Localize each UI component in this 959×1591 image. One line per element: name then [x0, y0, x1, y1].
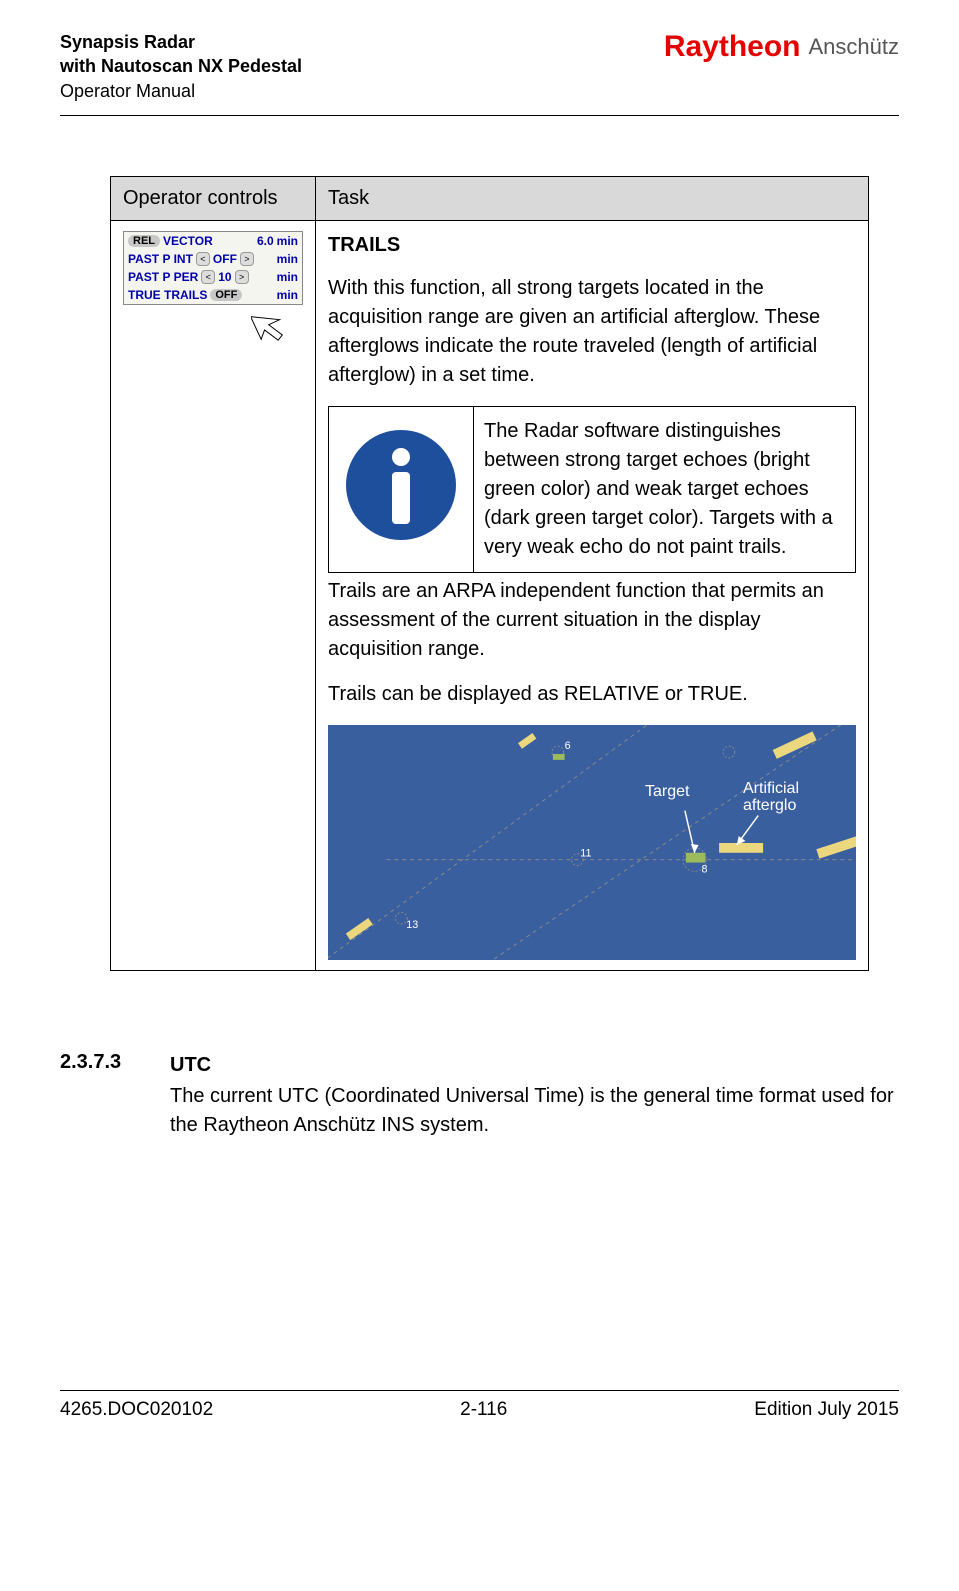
svg-text:6: 6: [565, 740, 571, 752]
task-para-2: Trails are an ARPA independent function …: [328, 577, 856, 664]
trails-unit: min: [277, 288, 298, 302]
section-body-text: The current UTC (Coordinated Universal T…: [170, 1082, 899, 1140]
vector-label: VECTOR: [163, 234, 213, 248]
header-line-1: Synapsis Radar: [60, 30, 302, 54]
section-heading: UTC: [170, 1051, 899, 1080]
section-number: 2.3.7.3: [60, 1051, 170, 1140]
right-arrow-icon[interactable]: >: [240, 252, 254, 266]
utc-section: 2.3.7.3 UTC The current UTC (Coordinated…: [60, 1051, 899, 1140]
header-divider: [60, 115, 899, 116]
pastpint-label: PAST P INT: [128, 252, 193, 266]
page-header: Synapsis Radar with Nautoscan NX Pedesta…: [60, 30, 899, 103]
col-header-task: Task: [316, 176, 869, 220]
footer-doc-id: 4265.DOC020102: [60, 1399, 213, 1421]
vector-unit: min: [277, 234, 298, 248]
note-icon-cell: [329, 406, 474, 572]
control-row-pastpint: PAST P INT < OFF > min: [124, 250, 302, 268]
task-cell: TRAILS With this function, all strong ta…: [316, 220, 869, 970]
pastpper-value: 10: [218, 270, 231, 284]
operator-controls-table: Operator controls Task REL VECTOR 6.0 mi…: [110, 176, 869, 971]
vector-value: 6.0: [257, 234, 274, 248]
svg-text:8: 8: [702, 863, 708, 875]
rel-badge: REL: [128, 235, 160, 247]
raytheon-logo: Raytheon: [664, 30, 801, 64]
note-text: The Radar software distinguishes between…: [474, 406, 856, 572]
left-arrow-icon[interactable]: <: [196, 252, 210, 266]
task-para-1: With this function, all strong targets l…: [328, 274, 856, 390]
anschutz-logo: Anschütz: [809, 34, 900, 60]
header-brand: Raytheon Anschütz: [664, 30, 899, 64]
header-line-3: Operator Manual: [60, 79, 302, 103]
cursor-icon: [251, 306, 301, 356]
trails-label: TRUE TRAILS: [128, 288, 207, 302]
pastpint-value: OFF: [213, 252, 237, 266]
note-table: The Radar software distinguishes between…: [328, 406, 856, 573]
header-line-2: with Nautoscan NX Pedestal: [60, 54, 302, 78]
exclamation-icon: [346, 430, 456, 540]
control-row-trails: TRUE TRAILS OFF min: [124, 286, 302, 304]
right-arrow-icon[interactable]: >: [235, 270, 249, 284]
diagram-label-afterglow: Artificial afterglo: [743, 780, 856, 815]
pastpper-unit: min: [277, 270, 298, 284]
control-row-vector: REL VECTOR 6.0 min: [124, 232, 302, 250]
task-heading: TRAILS: [328, 231, 856, 260]
control-panel: REL VECTOR 6.0 min PAST P INT < OFF > mi…: [123, 231, 303, 305]
pastpint-unit: min: [277, 252, 298, 266]
radar-diagram: 6 8 11 13 Target Artificial afterglo: [328, 725, 856, 960]
footer-page-num: 2-116: [460, 1399, 507, 1421]
diagram-label-target: Target: [645, 780, 689, 803]
trails-value: OFF: [210, 289, 242, 301]
pastpper-label: PAST P PER: [128, 270, 198, 284]
radar-svg: 6 8 11 13: [328, 725, 856, 960]
col-header-operator: Operator controls: [111, 176, 316, 220]
control-row-pastpper: PAST P PER < 10 > min: [124, 268, 302, 286]
svg-text:13: 13: [406, 919, 418, 931]
operator-control-cell: REL VECTOR 6.0 min PAST P INT < OFF > mi…: [111, 220, 316, 970]
svg-text:11: 11: [580, 848, 591, 860]
left-arrow-icon[interactable]: <: [201, 270, 215, 284]
footer-edition: Edition July 2015: [754, 1399, 899, 1421]
page-footer: 4265.DOC020102 2-116 Edition July 2015: [60, 1390, 899, 1421]
header-title-block: Synapsis Radar with Nautoscan NX Pedesta…: [60, 30, 302, 103]
task-para-3: Trails can be displayed as RELATIVE or T…: [328, 680, 856, 709]
